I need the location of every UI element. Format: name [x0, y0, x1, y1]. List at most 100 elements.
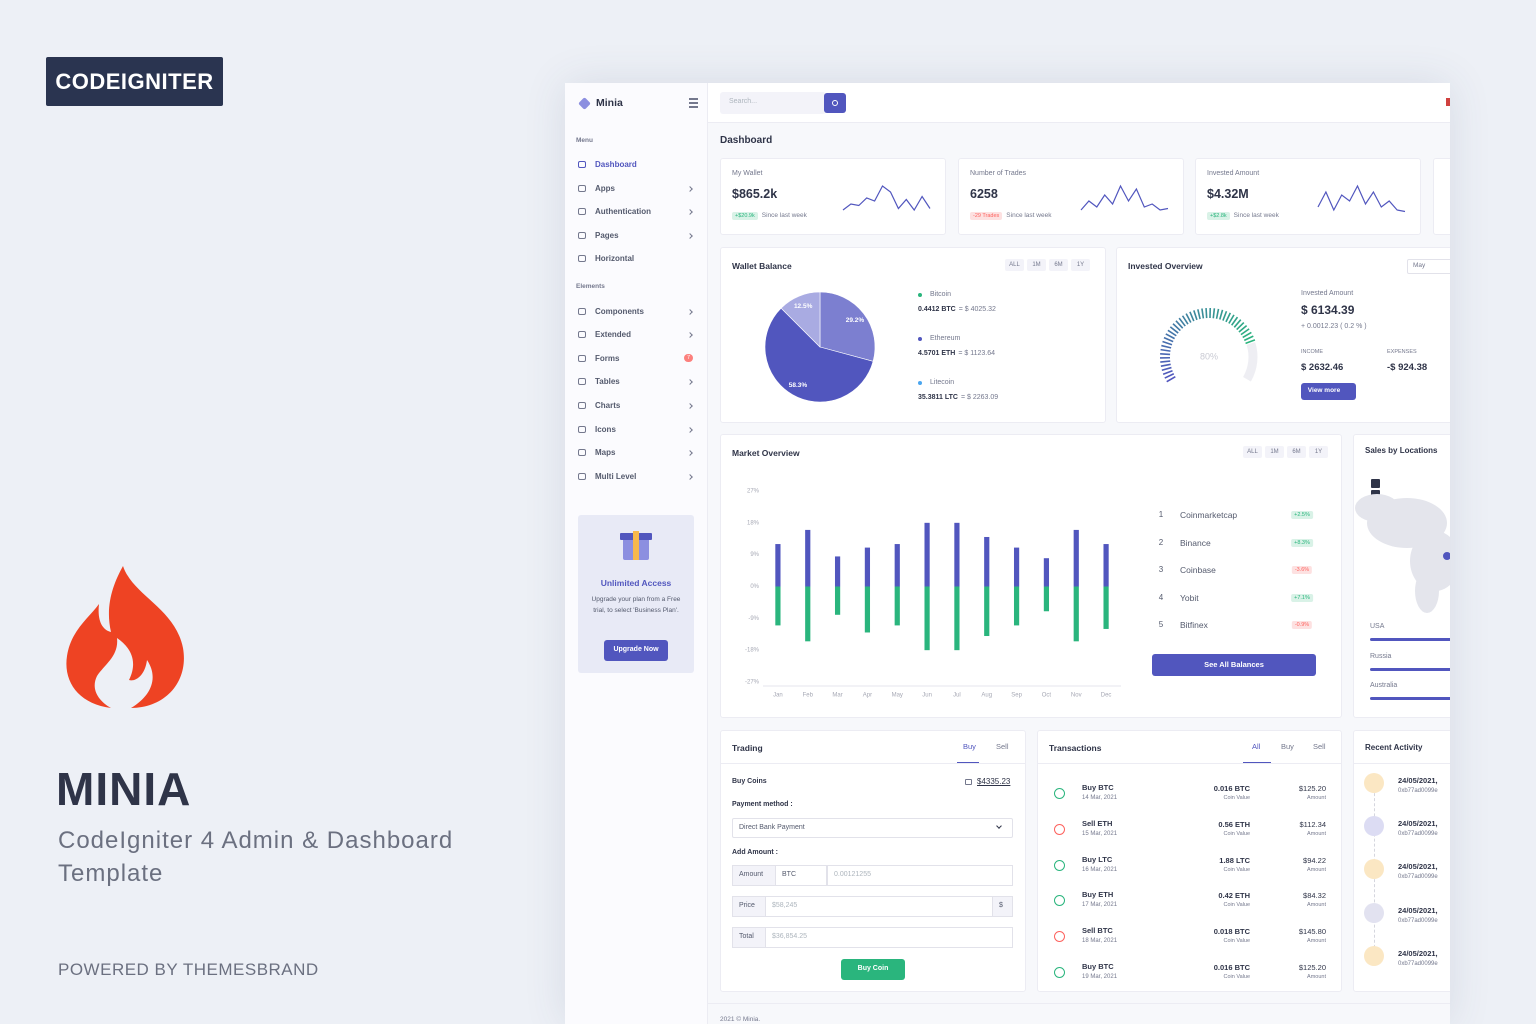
- input-text[interactable]: 0.00121255: [834, 871, 871, 878]
- search-box[interactable]: [720, 92, 826, 114]
- filter-text[interactable]: 6M: [1292, 449, 1301, 455]
- filter-text[interactable]: 1Y: [1076, 262, 1085, 268]
- activity-hash: 0xb77ad0099e: [1398, 788, 1438, 794]
- menu-item[interactable]: Charts: [595, 400, 621, 410]
- filter-button[interactable]: [1049, 259, 1068, 271]
- menu-item[interactable]: Extended: [595, 330, 632, 340]
- menu-item[interactable]: Icons: [595, 424, 616, 434]
- filter-button[interactable]: [1027, 259, 1046, 271]
- filter-button[interactable]: [1005, 259, 1024, 271]
- payment-select[interactable]: [732, 818, 1013, 838]
- tab[interactable]: Sell: [1313, 742, 1326, 751]
- input-box[interactable]: [765, 927, 1013, 948]
- coin-detail: 4.5701 ETH = $ 1123.64: [918, 350, 995, 357]
- exchange-change: -0.9%: [1291, 621, 1313, 630]
- tab[interactable]: Buy: [963, 742, 976, 751]
- transaction-amount: $84.32: [1303, 891, 1326, 901]
- hamburger-line[interactable]: [689, 102, 698, 104]
- stat-value: $865.2k: [732, 187, 778, 201]
- search-placeholder: Search...: [729, 98, 758, 105]
- transaction-title: Buy BTC: [1082, 783, 1114, 792]
- coin-detail: 35.3811 LTC = $ 2263.09: [918, 394, 998, 401]
- month-select-text[interactable]: May: [1413, 262, 1426, 269]
- input-box[interactable]: [765, 896, 993, 917]
- month-select[interactable]: [1407, 259, 1450, 274]
- tab[interactable]: Sell: [996, 742, 1009, 751]
- country-bar: [1370, 697, 1450, 700]
- legend-dot: [918, 293, 922, 297]
- transaction-amount-label: Amount: [1307, 974, 1326, 980]
- menu-item[interactable]: Pages: [595, 230, 619, 240]
- zoom-out[interactable]: [1371, 490, 1380, 499]
- transaction-amount-label: Amount: [1307, 938, 1326, 945]
- view-more-text[interactable]: View more: [1307, 387, 1341, 394]
- input-text[interactable]: $36,854.25: [772, 933, 808, 940]
- transaction-coins: 0.42 ETH: [1218, 891, 1250, 901]
- badge: [46, 57, 223, 106]
- input-box[interactable]: [827, 865, 1013, 886]
- menu-item[interactable]: Components: [595, 306, 644, 316]
- filter-button[interactable]: [1243, 446, 1262, 458]
- page-title: Dashboard: [720, 135, 773, 146]
- stat-footer: +$2.8k Since last week: [1207, 212, 1279, 220]
- payment-text[interactable]: Direct Bank Payment: [739, 824, 805, 831]
- filter-text[interactable]: ALL: [1009, 262, 1020, 268]
- menu-item[interactable]: Authentication: [595, 207, 651, 216]
- transaction-title: Sell BTC: [1082, 926, 1113, 936]
- transaction-amount: $145.80: [1298, 927, 1326, 937]
- tab[interactable]: All: [1252, 742, 1261, 751]
- brand-name: Minia: [596, 97, 623, 109]
- menu-item[interactable]: Horizontal: [595, 254, 635, 263]
- exchange-name: Bitfinex: [1180, 620, 1208, 631]
- hamburger-line[interactable]: [689, 98, 698, 100]
- input-box[interactable]: [775, 865, 827, 886]
- input-text[interactable]: $58,245: [772, 902, 798, 909]
- transaction-coins-label: Coin Value: [1223, 795, 1251, 801]
- buy-coin-button[interactable]: [841, 959, 905, 980]
- stat-card: [720, 158, 946, 235]
- menu-item[interactable]: Apps: [595, 183, 615, 193]
- transaction-date: 14 Mar, 2021: [1082, 795, 1118, 801]
- promo-button[interactable]: [604, 640, 668, 661]
- buy-coin-text[interactable]: Buy Coin: [857, 965, 889, 972]
- menu-icon: [578, 231, 586, 239]
- view-more-button[interactable]: [1301, 383, 1356, 400]
- menu-item[interactable]: Tables: [595, 377, 620, 387]
- tab[interactable]: Buy: [1281, 742, 1294, 751]
- transaction-date: 16 Mar, 2021: [1082, 866, 1118, 873]
- exchange-change: +2.5%: [1291, 511, 1313, 519]
- filter-button[interactable]: [1265, 446, 1284, 458]
- activity-date: 24/05/2021,: [1398, 862, 1438, 872]
- stat-value: 6258: [970, 187, 998, 201]
- menu-item[interactable]: Forms: [595, 353, 620, 363]
- filter-button[interactable]: [1287, 446, 1306, 458]
- filter-button[interactable]: [1071, 259, 1090, 271]
- exchange-name: Yobit: [1180, 592, 1199, 603]
- card-title: Market Overview: [732, 448, 800, 458]
- filter-button[interactable]: [1309, 446, 1328, 458]
- elements-heading: Elements: [576, 283, 605, 290]
- see-balances-text[interactable]: See All Balances: [1204, 660, 1264, 669]
- see-balances-button[interactable]: [1152, 654, 1316, 676]
- filter-text[interactable]: 1M: [1032, 262, 1041, 268]
- menu-item[interactable]: Maps: [595, 448, 616, 458]
- transaction-coins: 0.56 ETH: [1218, 819, 1250, 829]
- menu-item[interactable]: Dashboard: [595, 160, 637, 169]
- filter-text[interactable]: 1M: [1270, 449, 1279, 455]
- transaction-title: Buy LTC: [1082, 854, 1113, 864]
- input-text: Total: [739, 933, 754, 940]
- hamburger-line[interactable]: [689, 106, 698, 108]
- filter-text[interactable]: ALL: [1247, 449, 1258, 455]
- promo-button-text[interactable]: Upgrade Now: [613, 646, 659, 653]
- menu-item[interactable]: Multi Level: [595, 471, 637, 481]
- stat-label: My Wallet: [732, 170, 763, 177]
- country-bar: [1370, 638, 1450, 641]
- stat-card: [1433, 158, 1450, 235]
- activity-hash: 0xb77ad0099e: [1398, 917, 1438, 924]
- input-text[interactable]: BTC: [782, 871, 796, 878]
- filter-text[interactable]: 6M: [1054, 262, 1063, 268]
- zoom-in[interactable]: [1371, 479, 1380, 488]
- footer-border: [708, 1003, 1450, 1004]
- filter-text[interactable]: 1Y: [1314, 449, 1323, 455]
- transaction-amount: $112.34: [1299, 819, 1326, 829]
